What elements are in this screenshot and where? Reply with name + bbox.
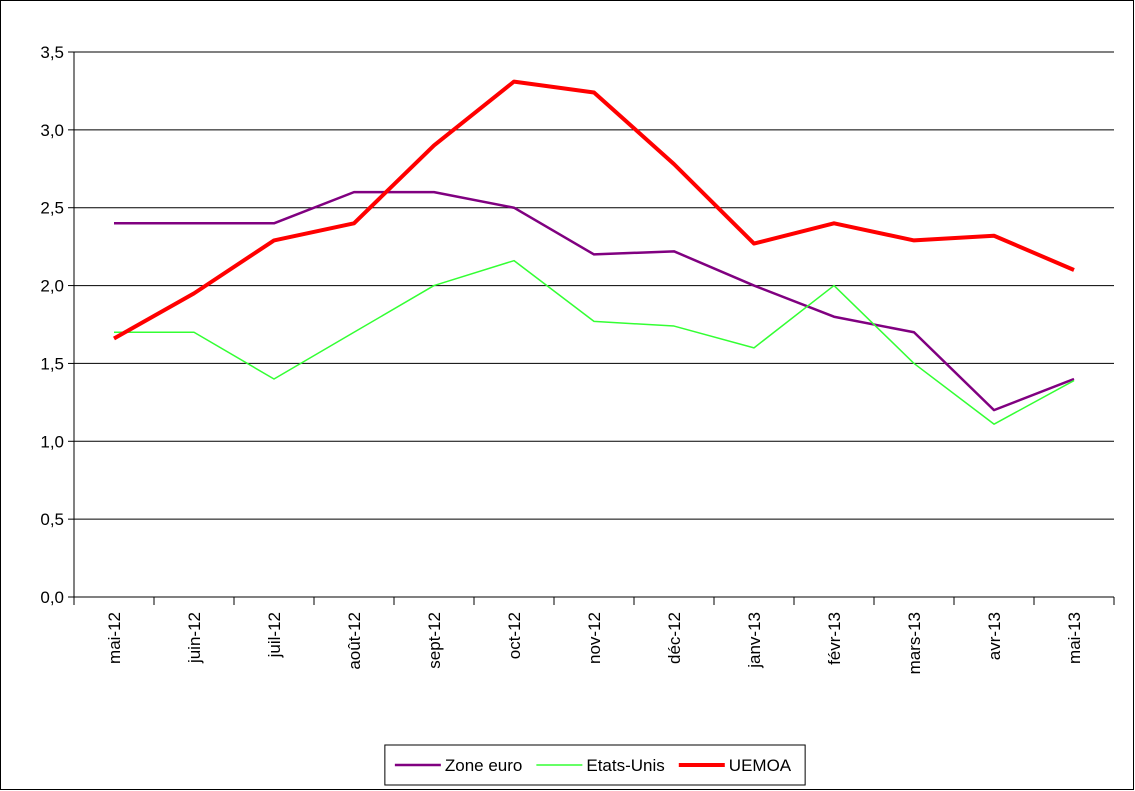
y-tick-label: 1,0 [40, 432, 64, 451]
x-tick-label: févr-13 [825, 612, 844, 665]
y-tick-label: 3,0 [40, 121, 64, 140]
legend-label: Etats-Unis [586, 756, 664, 775]
legend-label: UEMOA [729, 756, 792, 775]
line-series [113, 79, 1075, 341]
x-tick-label: déc-12 [665, 612, 684, 664]
x-tick-label: sept-12 [425, 612, 444, 669]
x-tick-label: nov-12 [585, 612, 604, 664]
legend-box [384, 744, 806, 786]
x-tick-label: mai-13 [1065, 612, 1084, 664]
y-tick-label: 0,5 [40, 510, 64, 529]
x-tick-label: oct-12 [505, 612, 524, 659]
x-tick-label: juil-12 [265, 612, 284, 658]
x-tick-label: juin-12 [185, 612, 204, 664]
line-series [114, 190, 1075, 412]
x-tick-label: avr-13 [985, 612, 1004, 660]
y-tick-label: 3,5 [40, 43, 64, 62]
y-tick-label: 2,0 [40, 277, 64, 296]
x-tick-label: mai-12 [105, 612, 124, 664]
y-tick-label: 1,5 [40, 354, 64, 373]
legend-label: Zone euro [445, 756, 523, 775]
x-tick-label: août-12 [345, 612, 364, 670]
x-tick-label: mars-13 [905, 612, 924, 674]
line-series [114, 259, 1075, 425]
x-tick-label: janv-13 [745, 612, 764, 669]
y-tick-label: 2,5 [40, 199, 64, 218]
legend: Zone euro Etats-Unis UEMOA [384, 744, 806, 786]
y-tick-label: 0,0 [40, 588, 64, 607]
